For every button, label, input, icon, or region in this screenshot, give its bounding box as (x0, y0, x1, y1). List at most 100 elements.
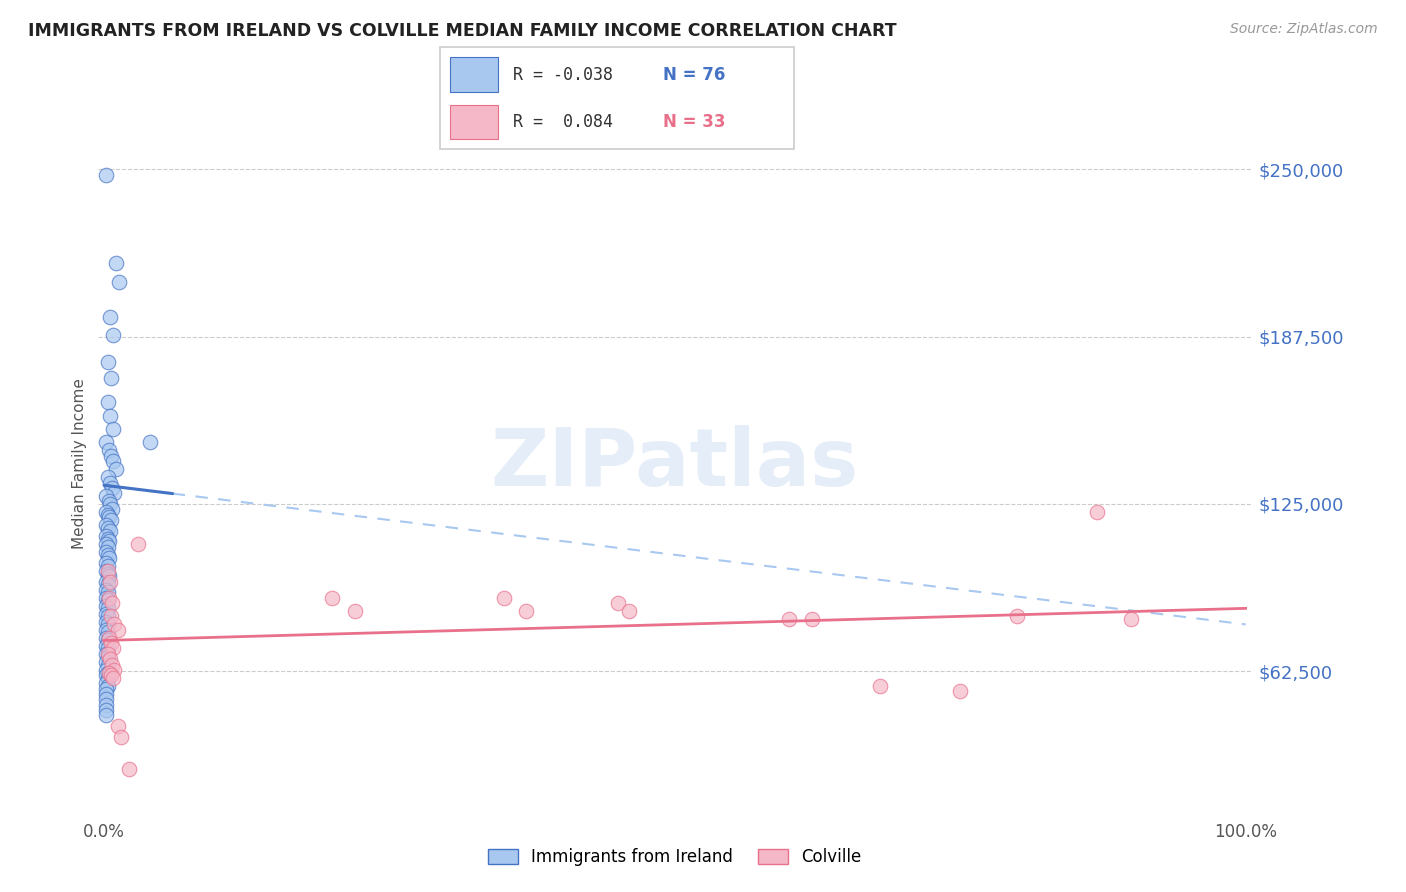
Point (96, 518, 118, 533)
Point (96, 692, 118, 706)
Point (107, 623, 129, 637)
Text: R = -0.038: R = -0.038 (513, 66, 613, 84)
Point (96, 591, 118, 605)
Point (96, 698, 118, 712)
Point (96, 529, 118, 543)
Point (100, 668, 122, 682)
Point (97, 591, 120, 605)
Point (96, 687, 118, 701)
Point (869, 679, 891, 693)
Point (321, 591, 343, 605)
Point (97, 631, 120, 645)
Point (127, 537, 149, 551)
Point (97, 494, 120, 508)
Point (96, 671, 118, 685)
Text: IMMIGRANTS FROM IRELAND VS COLVILLE MEDIAN FAMILY INCOME CORRELATION CHART: IMMIGRANTS FROM IRELAND VS COLVILLE MEDI… (28, 22, 897, 40)
Point (619, 604, 641, 618)
Text: R =  0.084: R = 0.084 (513, 112, 613, 130)
Point (96, 585, 118, 599)
Point (101, 596, 124, 610)
Point (101, 481, 124, 495)
Point (103, 486, 125, 500)
Point (96, 676, 118, 690)
Point (1085, 505, 1108, 519)
Point (96, 609, 118, 624)
Point (515, 604, 537, 618)
Point (96, 435, 118, 450)
Point (96, 577, 118, 591)
Point (98, 310, 121, 324)
Point (96, 679, 118, 693)
Point (96, 521, 118, 535)
Point (96, 566, 118, 581)
Point (96, 631, 118, 645)
Point (97, 534, 120, 549)
Point (96, 655, 118, 669)
Bar (450, 57, 498, 92)
Point (96, 601, 118, 615)
Point (103, 671, 125, 685)
Point (96, 564, 118, 578)
Point (103, 641, 125, 656)
Point (98, 409, 121, 423)
Point (96, 615, 118, 629)
Point (96, 537, 118, 551)
FancyBboxPatch shape (440, 46, 794, 150)
Point (100, 371, 122, 385)
Point (98, 524, 121, 538)
Point (97, 550, 120, 565)
Point (103, 328, 125, 343)
Point (96, 703, 118, 717)
Point (96, 641, 118, 656)
Point (108, 275, 131, 289)
Text: ZIPatlas: ZIPatlas (491, 425, 859, 503)
Point (96, 623, 118, 637)
Point (98, 652, 121, 666)
Point (96, 649, 118, 664)
Point (96, 639, 118, 653)
Point (104, 462, 127, 476)
Point (97, 569, 120, 583)
Point (96, 665, 118, 680)
Point (96, 505, 118, 519)
Point (98, 475, 121, 490)
Point (96, 657, 118, 672)
Point (118, 762, 141, 776)
Point (96, 545, 118, 559)
Point (103, 663, 125, 677)
Point (103, 422, 125, 436)
Point (103, 454, 125, 468)
Point (96, 708, 118, 723)
Point (96, 470, 118, 484)
Point (96, 564, 118, 578)
Text: Source: ZipAtlas.com: Source: ZipAtlas.com (1230, 22, 1378, 37)
Point (103, 617, 125, 632)
Point (96, 625, 118, 640)
Point (96, 599, 118, 613)
Point (96, 355, 118, 369)
Point (100, 636, 122, 650)
Point (98, 497, 121, 511)
Point (96, 593, 118, 607)
Point (96, 556, 118, 570)
Point (492, 591, 515, 605)
Point (100, 449, 122, 463)
Y-axis label: Median Family Income: Median Family Income (72, 378, 87, 549)
Point (1007, 609, 1029, 624)
Point (96, 582, 118, 597)
Point (100, 609, 122, 624)
Point (96, 681, 118, 696)
Point (107, 719, 129, 733)
Point (606, 596, 628, 610)
Point (800, 612, 823, 626)
Point (96, 168, 118, 182)
Point (100, 513, 122, 527)
Point (96, 647, 118, 661)
Point (97, 510, 120, 524)
Point (96, 558, 118, 573)
Point (139, 435, 162, 450)
Point (96, 647, 118, 661)
Point (101, 657, 124, 672)
Point (97, 443, 120, 458)
Point (96, 532, 118, 546)
